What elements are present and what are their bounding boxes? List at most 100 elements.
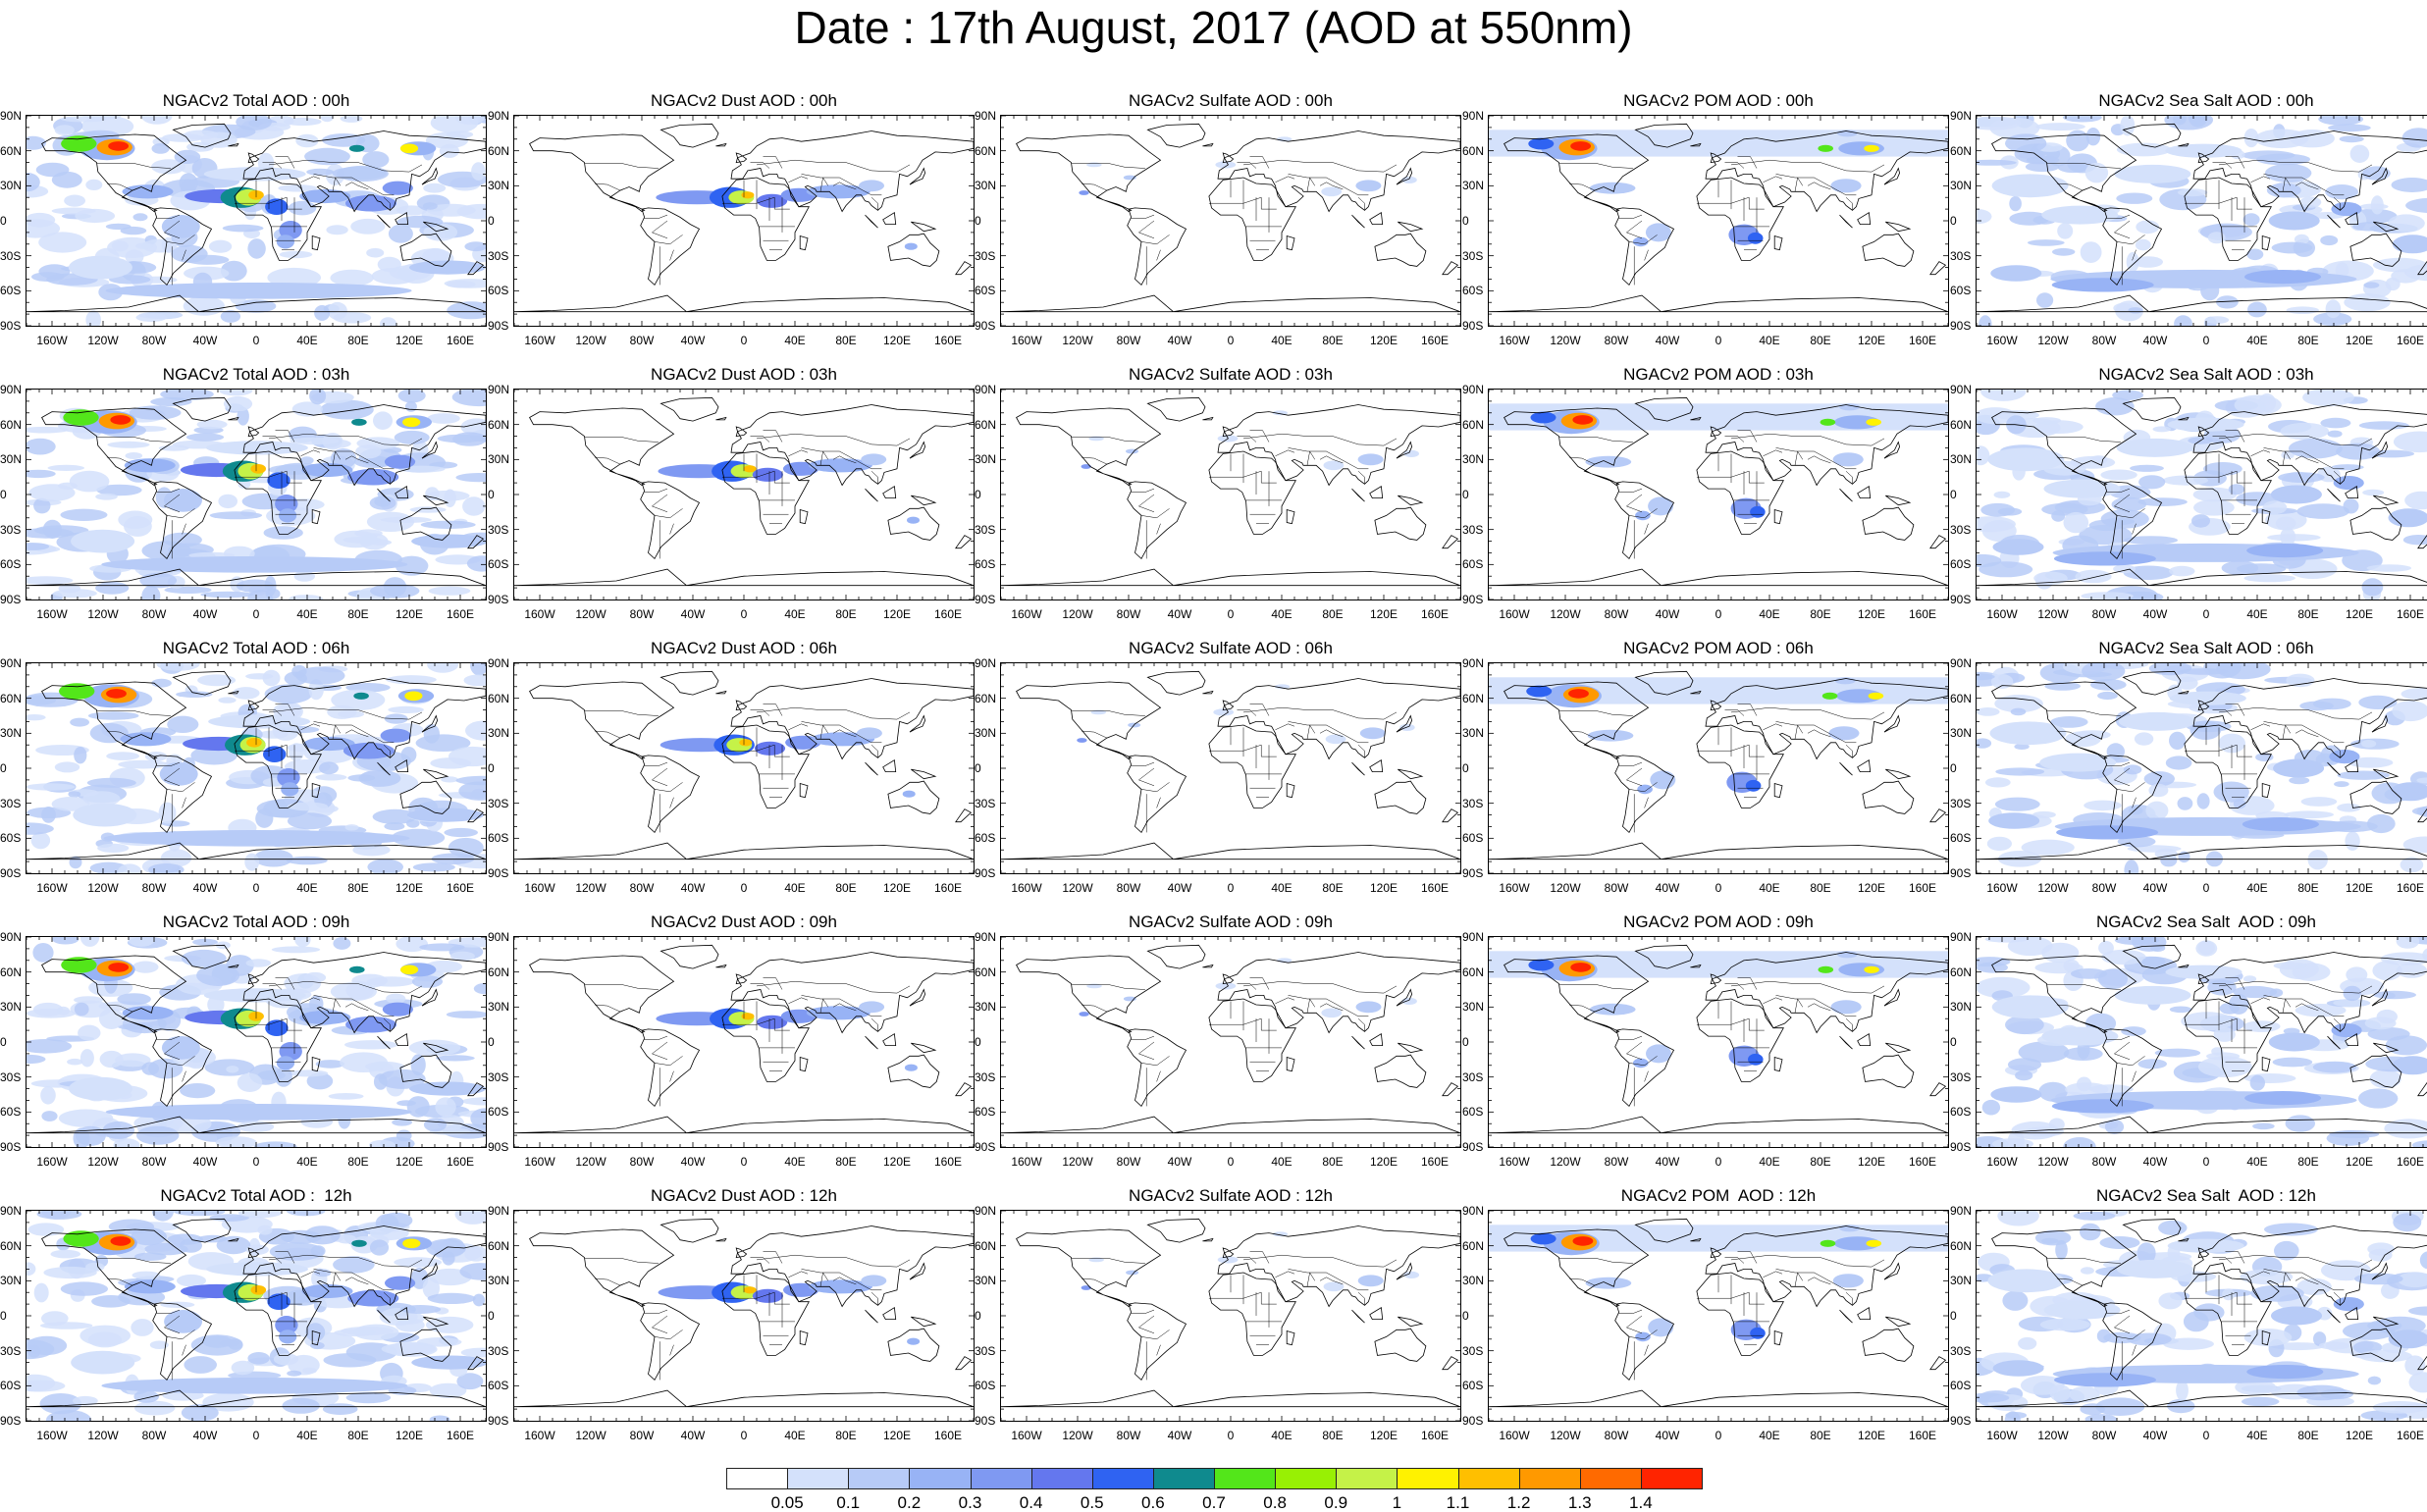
lon-tick-label: 160E (1901, 608, 1944, 620)
lon-tick-label: 160W (1980, 608, 2024, 620)
panel-title: NGACv2 Total AOD : 12h (26, 1186, 487, 1206)
coastline (1001, 843, 1460, 860)
country-border (2047, 438, 2121, 443)
aod-texture-patch (85, 180, 102, 190)
aod-texture-patch (2384, 1119, 2427, 1138)
lon-tick-label: 0 (235, 608, 278, 620)
lon-tick-label: 80E (337, 1156, 380, 1168)
lat-tick-label: 60N (1462, 693, 1486, 704)
lon-tick-label: 80E (824, 608, 868, 620)
lat-tick-label: 90S (1950, 867, 1974, 879)
aod-plume (753, 468, 783, 482)
coastline (1858, 760, 1871, 772)
aod-texture-patch (400, 1305, 442, 1314)
aod-texture-patch (2286, 1115, 2315, 1131)
lon-tick-label: 40W (1158, 335, 1201, 346)
lon-tick-label: 40W (1646, 608, 1689, 620)
aod-texture-patch (2166, 756, 2192, 769)
coastline (888, 1055, 939, 1087)
lon-tick-label: 160W (1980, 882, 2024, 894)
coastline (1930, 1083, 1946, 1096)
coastlines (1001, 671, 1460, 859)
lon-tick-label: 0 (1697, 335, 1740, 346)
lat-tick-label: 90S (488, 867, 511, 879)
lat-tick-label: 30S (1462, 1071, 1486, 1083)
aod-plume (1079, 190, 1088, 195)
aod-texture-patch (2116, 193, 2152, 204)
aod-texture-patch (2358, 1088, 2398, 1108)
lon-tick-label: 40W (671, 608, 714, 620)
aod-texture-patch (2397, 937, 2420, 949)
aod-texture-patch (455, 1211, 487, 1225)
coastline (1128, 208, 1187, 286)
aod-texture-patch (464, 675, 487, 687)
lon-tick-label: 80W (1595, 882, 1638, 894)
lat-tick-label: 30S (975, 1071, 998, 1083)
lat-tick-label: 30S (1950, 524, 1974, 536)
aod-texture-patch (202, 1335, 232, 1347)
aod-texture-patch (26, 783, 76, 790)
coastline (514, 569, 974, 586)
country-border (2283, 999, 2291, 1013)
lat-tick-label: 60N (975, 145, 998, 157)
aod-texture-patch (380, 317, 396, 326)
dust-aod-map (514, 390, 974, 600)
lat-tick-label: 90N (975, 931, 998, 943)
lat-tick-label: 60S (488, 558, 511, 570)
lon-tick-label: 120E (1850, 882, 1893, 894)
lat-tick-label: 0 (0, 489, 24, 500)
aod-texture-patch (2308, 850, 2328, 869)
aod-texture-patch (1977, 209, 1992, 224)
coastline (248, 427, 258, 437)
aod-plume (1528, 960, 1554, 971)
lon-tick-label: 80W (1107, 882, 1150, 894)
coastline (1128, 756, 1187, 833)
aod-texture-patch (341, 1327, 394, 1335)
coastline (1370, 1034, 1383, 1046)
country-border (1795, 999, 1803, 1013)
aod-texture-patch (2350, 145, 2370, 163)
aod-texture-patch (61, 1281, 108, 1295)
aod-texture-patch (288, 803, 328, 811)
map-frame (1488, 936, 1949, 1148)
aod-plume (404, 692, 422, 702)
lat-tick-label: 90N (1950, 110, 1974, 122)
aod-plume (73, 804, 136, 827)
lat-tick-label: 60S (1950, 832, 1974, 844)
lon-tick-label: 40W (2134, 608, 2177, 620)
seasalt-aod-map (1977, 390, 2427, 600)
lat-tick-label: 60N (975, 966, 998, 978)
aod-plume (108, 141, 129, 151)
aod-texture-patch (237, 580, 274, 593)
aod-plume (353, 693, 369, 700)
lon-tick-label: 0 (2185, 1156, 2228, 1168)
country-border (1619, 1036, 1642, 1040)
total-aod-map (26, 390, 486, 600)
aod-plume (281, 782, 298, 796)
aod-texture-patch (2064, 1047, 2103, 1061)
country-border (1307, 451, 1315, 465)
lon-tick-label: 80W (620, 882, 663, 894)
aod-texture-patch (224, 396, 252, 411)
map-frame (26, 662, 487, 874)
aod-plume (1082, 464, 1091, 469)
aod-plume (1990, 1086, 2041, 1103)
aod-texture-patch (103, 1121, 135, 1139)
aod-texture-patch (126, 452, 143, 459)
coastline (1930, 536, 1946, 548)
lon-tick-label: 40E (2236, 608, 2279, 620)
country-border (1619, 215, 1642, 219)
aod-texture-patch (26, 470, 56, 478)
lon-tick-label: 40E (773, 608, 817, 620)
aod-texture-patch (64, 195, 85, 207)
panel-title: NGACv2 Dust AOD : 03h (513, 365, 975, 385)
aod-texture-patch (2382, 992, 2396, 999)
lat-tick-label: 90N (975, 657, 998, 669)
aod-plume (2056, 825, 2158, 839)
aod-texture-patch (427, 413, 459, 424)
coastline (888, 234, 939, 266)
aod-texture-patch (2052, 248, 2075, 256)
lat-tick-label: 90N (0, 384, 24, 395)
